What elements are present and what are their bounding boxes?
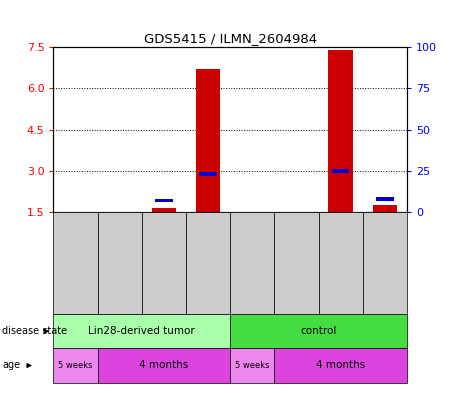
Text: GSM1359100: GSM1359100	[336, 234, 345, 292]
Bar	[328, 50, 353, 212]
Text: 5 weeks: 5 weeks	[58, 361, 93, 370]
Title: GDS5415 / ILMN_2604984: GDS5415 / ILMN_2604984	[144, 31, 317, 44]
Text: age: age	[2, 360, 20, 371]
Bar	[372, 205, 397, 212]
Text: 5 weeks: 5 weeks	[235, 361, 270, 370]
Text: 4 months: 4 months	[316, 360, 365, 371]
Text: disease state: disease state	[2, 326, 67, 336]
Text: GSM1359101: GSM1359101	[204, 234, 213, 292]
Text: GSM1359097: GSM1359097	[115, 234, 124, 292]
Text: 4 months: 4 months	[140, 360, 188, 371]
Text: GSM1359095: GSM1359095	[71, 234, 80, 292]
Bar	[152, 208, 176, 212]
Bar	[376, 197, 393, 201]
Bar	[155, 199, 173, 202]
Text: control: control	[300, 326, 337, 336]
Text: Lin28-derived tumor: Lin28-derived tumor	[88, 326, 195, 336]
Text: GSM1359096: GSM1359096	[248, 234, 257, 292]
Text: GSM1359098: GSM1359098	[292, 234, 301, 292]
Text: GSM1359099: GSM1359099	[159, 234, 168, 292]
Bar	[196, 69, 220, 212]
Bar	[199, 173, 217, 176]
Text: GSM1359102: GSM1359102	[380, 234, 389, 292]
Bar	[332, 169, 349, 173]
